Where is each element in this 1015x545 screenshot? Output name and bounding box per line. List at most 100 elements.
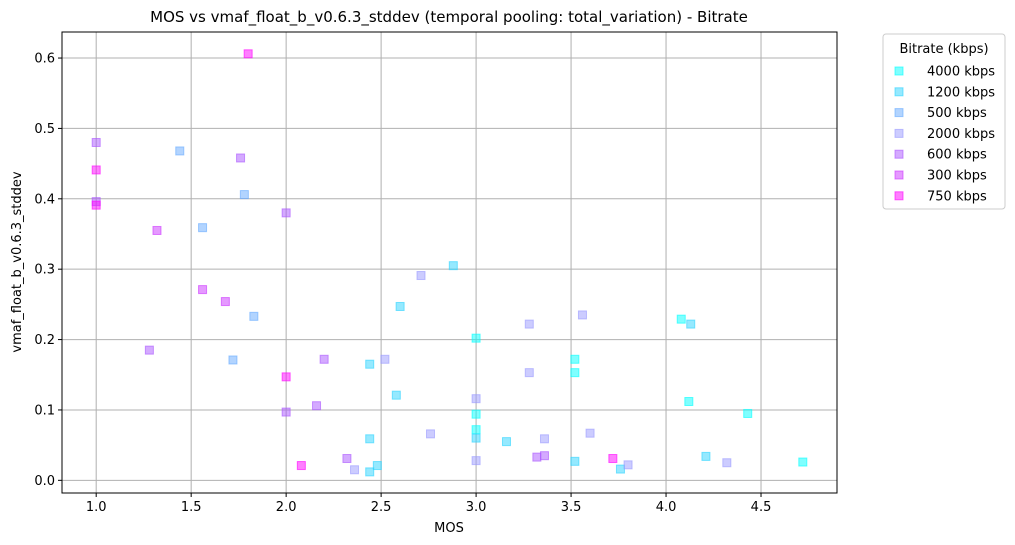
data-point	[471, 333, 481, 343]
data-point	[471, 394, 481, 404]
data-point	[539, 451, 549, 461]
legend-title: Bitrate (kbps)	[899, 42, 988, 57]
chart-title: MOS vs vmaf_float_b_v0.6.3_stddev (tempo…	[150, 8, 748, 27]
legend-label: 500 kbps	[927, 106, 987, 121]
data-point	[198, 285, 208, 295]
y-tick-label: 0.5	[34, 122, 55, 137]
data-point	[532, 452, 542, 462]
x-tick-label: 4.5	[751, 500, 772, 515]
data-point	[365, 359, 375, 369]
data-point	[798, 457, 808, 467]
data-point	[175, 146, 185, 156]
data-point	[91, 137, 101, 147]
legend-box	[882, 33, 1006, 210]
grid	[62, 32, 837, 493]
legend-marker	[894, 191, 904, 201]
data-point	[152, 225, 162, 235]
y-tick-label: 0.4	[34, 192, 55, 207]
data-point	[524, 319, 534, 329]
data-point	[236, 153, 246, 163]
data-point	[365, 434, 375, 444]
data-point	[615, 464, 625, 474]
y-tick-label: 0.3	[34, 263, 55, 278]
data-point	[249, 311, 259, 321]
data-point	[380, 354, 390, 364]
x-tick-label: 2.0	[276, 500, 297, 515]
data-point	[676, 314, 686, 324]
data-point	[471, 409, 481, 419]
data-point	[91, 200, 101, 210]
x-tick-label: 3.5	[561, 500, 582, 515]
data-point	[391, 390, 401, 400]
data-point	[281, 372, 291, 382]
data-point	[281, 208, 291, 218]
y-tick-label: 0.1	[34, 403, 55, 418]
data-point	[198, 223, 208, 233]
data-point	[239, 190, 249, 200]
data-point	[281, 407, 291, 417]
legend-marker	[894, 128, 904, 138]
legend-label: 300 kbps	[927, 169, 987, 184]
x-tick-label: 3.0	[466, 500, 487, 515]
data-point	[416, 271, 426, 281]
data-point	[319, 354, 329, 364]
legend-marker	[894, 87, 904, 97]
data-point	[91, 165, 101, 175]
data-point	[577, 310, 587, 320]
x-tick-label: 1.0	[86, 500, 107, 515]
y-axis-label: vmaf_float_b_v0.6.3_stddev	[10, 171, 25, 353]
data-point	[743, 408, 753, 418]
data-point	[220, 297, 230, 307]
data-point	[501, 437, 511, 447]
legend-label: 2000 kbps	[927, 127, 995, 142]
legend-label: 750 kbps	[927, 189, 987, 204]
data-points	[91, 49, 808, 477]
data-point	[243, 49, 253, 59]
data-point	[296, 461, 306, 471]
data-point	[342, 454, 352, 464]
legend-label: 1200 kbps	[927, 85, 995, 100]
legend-label: 4000 kbps	[927, 65, 995, 80]
legend-marker	[894, 149, 904, 159]
data-point	[228, 355, 238, 365]
data-point	[471, 456, 481, 466]
x-tick-label: 4.0	[656, 500, 677, 515]
x-tick-label: 2.5	[371, 500, 392, 515]
data-point	[570, 354, 580, 364]
data-point	[684, 397, 694, 407]
legend-marker	[894, 170, 904, 180]
axis-ticks: 1.0 1.5 2.0 2.5 3.0 3.5 4.0 4.5 0.0 0.1 0.2 0.3 0.4 0…	[34, 52, 771, 515]
data-point	[448, 261, 458, 271]
data-point	[426, 429, 436, 439]
legend-marker	[894, 108, 904, 118]
data-point	[395, 301, 405, 311]
data-point	[372, 461, 382, 471]
data-point	[722, 458, 732, 468]
data-point	[539, 434, 549, 444]
y-tick-label: 0.6	[34, 52, 55, 67]
x-axis-label: MOS	[434, 521, 464, 536]
y-tick-label: 0.2	[34, 333, 55, 348]
data-point	[585, 428, 595, 438]
data-point	[623, 460, 633, 470]
y-tick-label: 0.0	[34, 474, 55, 489]
data-point	[570, 368, 580, 378]
data-point	[350, 465, 360, 475]
data-point	[570, 456, 580, 466]
data-point	[471, 425, 481, 435]
x-tick-label: 1.5	[181, 500, 202, 515]
legend-marker	[894, 66, 904, 76]
legend-items: 4000 kbps 1200 kbps 500 kbps 2000 kbps 600 k…	[894, 65, 995, 204]
legend: Bitrate (kbps) 4000 kbps 1200 kbps 500 kbp…	[882, 33, 1006, 210]
plot-frame	[61, 31, 838, 494]
data-point	[686, 319, 696, 329]
data-point	[471, 433, 481, 443]
data-point	[312, 401, 322, 411]
data-point	[608, 454, 618, 464]
data-point	[365, 467, 375, 477]
legend-label: 600 kbps	[927, 148, 987, 163]
data-point	[701, 451, 711, 461]
data-point	[144, 345, 154, 355]
data-point	[524, 368, 534, 378]
